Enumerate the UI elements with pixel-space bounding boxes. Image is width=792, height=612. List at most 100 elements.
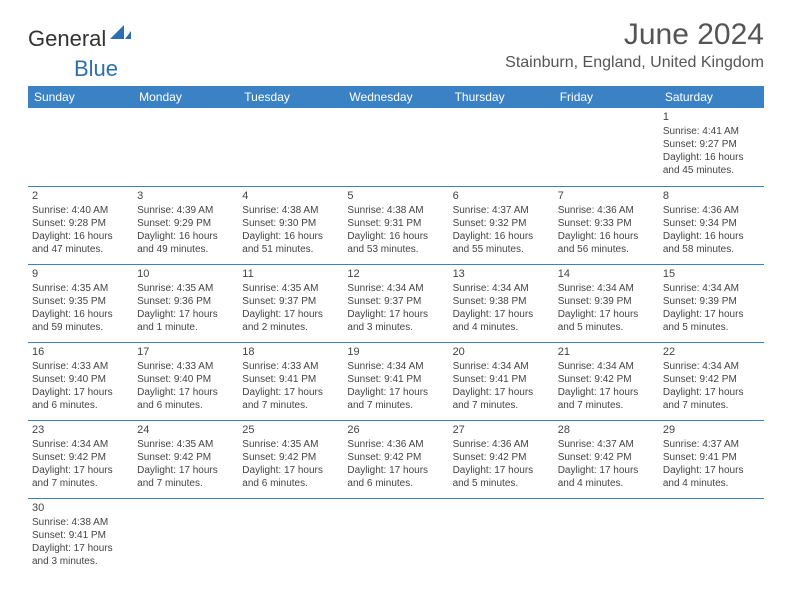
- sunrise-text: Sunrise: 4:37 AM: [558, 438, 655, 451]
- day-number: 13: [453, 267, 550, 281]
- calendar-day-cell: 26Sunrise: 4:36 AMSunset: 9:42 PMDayligh…: [343, 420, 448, 498]
- sunset-text: Sunset: 9:39 PM: [663, 295, 760, 308]
- sunset-text: Sunset: 9:27 PM: [663, 138, 760, 151]
- sunrise-text: Sunrise: 4:34 AM: [453, 360, 550, 373]
- day-number: 26: [347, 423, 444, 437]
- day-number: 16: [32, 345, 129, 359]
- sunrise-text: Sunrise: 4:35 AM: [242, 282, 339, 295]
- daylight-text: Daylight: 16 hours and 45 minutes.: [663, 151, 760, 177]
- sunrise-text: Sunrise: 4:33 AM: [32, 360, 129, 373]
- day-number: 23: [32, 423, 129, 437]
- calendar-week-row: 9Sunrise: 4:35 AMSunset: 9:35 PMDaylight…: [28, 264, 764, 342]
- daylight-text: Daylight: 17 hours and 5 minutes.: [558, 308, 655, 334]
- sunrise-text: Sunrise: 4:37 AM: [663, 438, 760, 451]
- calendar-day-cell: 1Sunrise: 4:41 AMSunset: 9:27 PMDaylight…: [659, 108, 764, 186]
- calendar-week-row: 16Sunrise: 4:33 AMSunset: 9:40 PMDayligh…: [28, 342, 764, 420]
- sunrise-text: Sunrise: 4:41 AM: [663, 125, 760, 138]
- sunset-text: Sunset: 9:38 PM: [453, 295, 550, 308]
- calendar-day-cell: 7Sunrise: 4:36 AMSunset: 9:33 PMDaylight…: [554, 186, 659, 264]
- day-number: 7: [558, 189, 655, 203]
- daylight-text: Daylight: 17 hours and 6 minutes.: [32, 386, 129, 412]
- logo-text-blue: Blue: [74, 56, 118, 82]
- sunset-text: Sunset: 9:42 PM: [663, 373, 760, 386]
- calendar-day-cell: 29Sunrise: 4:37 AMSunset: 9:41 PMDayligh…: [659, 420, 764, 498]
- day-number: 11: [242, 267, 339, 281]
- calendar-day-cell: 4Sunrise: 4:38 AMSunset: 9:30 PMDaylight…: [238, 186, 343, 264]
- daylight-text: Daylight: 17 hours and 5 minutes.: [453, 464, 550, 490]
- daylight-text: Daylight: 17 hours and 3 minutes.: [32, 542, 129, 568]
- sunrise-text: Sunrise: 4:34 AM: [558, 282, 655, 295]
- month-title: June 2024: [505, 18, 764, 52]
- daylight-text: Daylight: 17 hours and 4 minutes.: [453, 308, 550, 334]
- day-number: 21: [558, 345, 655, 359]
- sunset-text: Sunset: 9:34 PM: [663, 217, 760, 230]
- weekday-header: Tuesday: [238, 86, 343, 108]
- daylight-text: Daylight: 17 hours and 3 minutes.: [347, 308, 444, 334]
- calendar-day-cell: 30Sunrise: 4:38 AMSunset: 9:41 PMDayligh…: [28, 498, 133, 576]
- sunset-text: Sunset: 9:42 PM: [558, 451, 655, 464]
- calendar-empty-cell: [343, 498, 448, 576]
- weekday-header: Sunday: [28, 86, 133, 108]
- sunset-text: Sunset: 9:42 PM: [453, 451, 550, 464]
- sunrise-text: Sunrise: 4:36 AM: [453, 438, 550, 451]
- calendar-day-cell: 2Sunrise: 4:40 AMSunset: 9:28 PMDaylight…: [28, 186, 133, 264]
- logo-text-general: General: [28, 26, 106, 52]
- daylight-text: Daylight: 17 hours and 4 minutes.: [558, 464, 655, 490]
- sunrise-text: Sunrise: 4:33 AM: [137, 360, 234, 373]
- day-number: 9: [32, 267, 129, 281]
- calendar-empty-cell: [238, 498, 343, 576]
- day-number: 15: [663, 267, 760, 281]
- calendar-empty-cell: [133, 498, 238, 576]
- sunset-text: Sunset: 9:39 PM: [558, 295, 655, 308]
- day-number: 1: [663, 110, 760, 124]
- daylight-text: Daylight: 16 hours and 49 minutes.: [137, 230, 234, 256]
- sunset-text: Sunset: 9:36 PM: [137, 295, 234, 308]
- sunset-text: Sunset: 9:41 PM: [663, 451, 760, 464]
- daylight-text: Daylight: 17 hours and 4 minutes.: [663, 464, 760, 490]
- calendar-empty-cell: [28, 108, 133, 186]
- location-subtitle: Stainburn, England, United Kingdom: [505, 54, 764, 72]
- daylight-text: Daylight: 16 hours and 53 minutes.: [347, 230, 444, 256]
- sunset-text: Sunset: 9:41 PM: [453, 373, 550, 386]
- calendar-day-cell: 25Sunrise: 4:35 AMSunset: 9:42 PMDayligh…: [238, 420, 343, 498]
- calendar-day-cell: 24Sunrise: 4:35 AMSunset: 9:42 PMDayligh…: [133, 420, 238, 498]
- daylight-text: Daylight: 17 hours and 7 minutes.: [137, 464, 234, 490]
- day-number: 25: [242, 423, 339, 437]
- calendar-day-cell: 20Sunrise: 4:34 AMSunset: 9:41 PMDayligh…: [449, 342, 554, 420]
- calendar-week-row: 1Sunrise: 4:41 AMSunset: 9:27 PMDaylight…: [28, 108, 764, 186]
- calendar-empty-cell: [133, 108, 238, 186]
- calendar-day-cell: 9Sunrise: 4:35 AMSunset: 9:35 PMDaylight…: [28, 264, 133, 342]
- sunrise-text: Sunrise: 4:36 AM: [663, 204, 760, 217]
- daylight-text: Daylight: 17 hours and 7 minutes.: [558, 386, 655, 412]
- day-number: 4: [242, 189, 339, 203]
- sunrise-text: Sunrise: 4:34 AM: [663, 282, 760, 295]
- calendar-table: SundayMondayTuesdayWednesdayThursdayFrid…: [28, 86, 764, 576]
- sunset-text: Sunset: 9:41 PM: [242, 373, 339, 386]
- weekday-header: Saturday: [659, 86, 764, 108]
- daylight-text: Daylight: 16 hours and 58 minutes.: [663, 230, 760, 256]
- sunset-text: Sunset: 9:32 PM: [453, 217, 550, 230]
- calendar-day-cell: 13Sunrise: 4:34 AMSunset: 9:38 PMDayligh…: [449, 264, 554, 342]
- calendar-day-cell: 18Sunrise: 4:33 AMSunset: 9:41 PMDayligh…: [238, 342, 343, 420]
- day-number: 5: [347, 189, 444, 203]
- sunset-text: Sunset: 9:29 PM: [137, 217, 234, 230]
- daylight-text: Daylight: 17 hours and 6 minutes.: [137, 386, 234, 412]
- sunset-text: Sunset: 9:42 PM: [32, 451, 129, 464]
- day-number: 8: [663, 189, 760, 203]
- calendar-day-cell: 15Sunrise: 4:34 AMSunset: 9:39 PMDayligh…: [659, 264, 764, 342]
- sunrise-text: Sunrise: 4:34 AM: [453, 282, 550, 295]
- calendar-day-cell: 3Sunrise: 4:39 AMSunset: 9:29 PMDaylight…: [133, 186, 238, 264]
- title-block: June 2024 Stainburn, England, United Kin…: [505, 18, 764, 72]
- sunset-text: Sunset: 9:30 PM: [242, 217, 339, 230]
- day-number: 22: [663, 345, 760, 359]
- day-number: 20: [453, 345, 550, 359]
- day-number: 6: [453, 189, 550, 203]
- calendar-day-cell: 6Sunrise: 4:37 AMSunset: 9:32 PMDaylight…: [449, 186, 554, 264]
- sunrise-text: Sunrise: 4:36 AM: [558, 204, 655, 217]
- calendar-page: General June 2024 Stainburn, England, Un…: [0, 0, 792, 576]
- calendar-empty-cell: [343, 108, 448, 186]
- sunset-text: Sunset: 9:42 PM: [137, 451, 234, 464]
- daylight-text: Daylight: 17 hours and 2 minutes.: [242, 308, 339, 334]
- sunrise-text: Sunrise: 4:38 AM: [242, 204, 339, 217]
- calendar-empty-cell: [659, 498, 764, 576]
